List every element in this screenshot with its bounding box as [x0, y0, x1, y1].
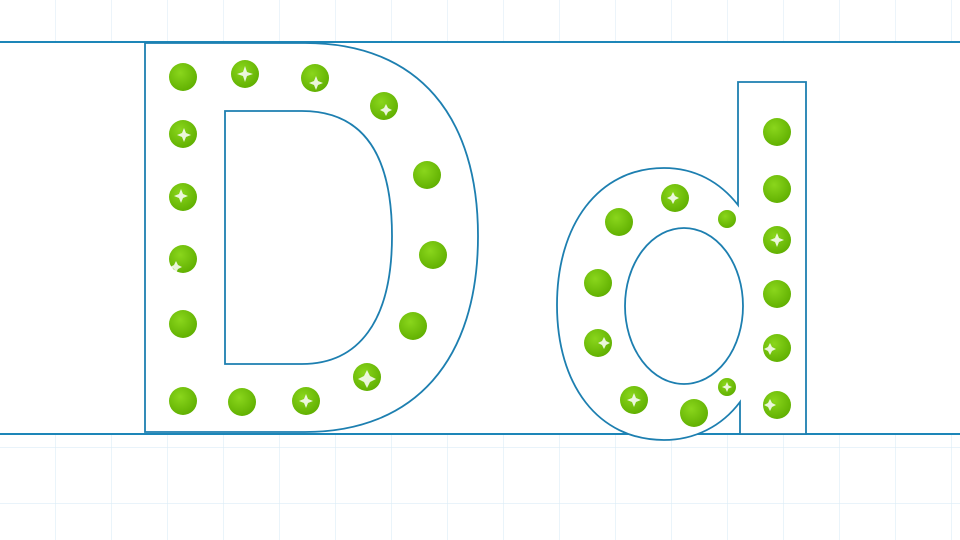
trace-dot	[763, 175, 791, 203]
trace-dot	[169, 63, 197, 91]
letter-lowercase-d	[556, 81, 807, 441]
trace-dot	[763, 118, 791, 146]
sparkle-decorations	[598, 192, 784, 411]
trace-dot	[718, 210, 736, 228]
trace-dot	[763, 391, 791, 419]
lowercase-d-counter	[624, 227, 744, 385]
trace-dot	[419, 241, 447, 269]
trace-dot	[169, 387, 197, 415]
trace-dot	[169, 310, 197, 338]
trace-dot	[370, 92, 398, 120]
letter-uppercase-d	[144, 42, 479, 433]
sparkle-decorations	[170, 66, 392, 408]
trace-dot	[680, 399, 708, 427]
trace-dot	[169, 245, 197, 273]
trace-dot	[228, 388, 256, 416]
trace-dot	[584, 269, 612, 297]
uppercase-d-counter	[224, 110, 393, 365]
trace-dot	[763, 280, 791, 308]
trace-dot	[605, 208, 633, 236]
trace-dot	[399, 312, 427, 340]
trace-dot	[301, 64, 329, 92]
trace-dot	[413, 161, 441, 189]
uppercase-d-dots	[169, 60, 447, 416]
